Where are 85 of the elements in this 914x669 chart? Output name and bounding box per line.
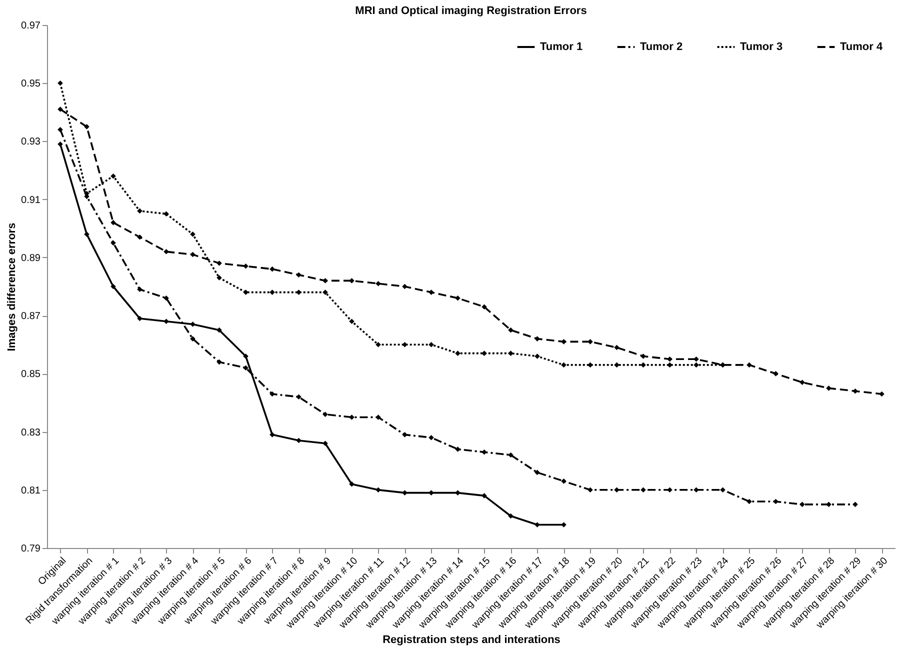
point (455, 350, 460, 356)
legend-label: Tumor 4 (840, 41, 884, 53)
point (402, 342, 408, 348)
point (58, 106, 63, 112)
point (58, 141, 63, 147)
point (561, 522, 566, 528)
point (800, 380, 805, 386)
point (296, 290, 302, 295)
point (534, 354, 540, 359)
y-axis-title: Images difference errors (6, 222, 18, 352)
point (58, 80, 63, 86)
legend-label: Tumor 1 (540, 41, 583, 53)
y-tick-label: 0.93 (21, 136, 41, 148)
point (190, 322, 196, 327)
point (720, 487, 726, 493)
point (428, 290, 434, 295)
point (190, 336, 196, 342)
legend-label: Tumor 2 (640, 41, 683, 53)
point (534, 522, 540, 528)
point (243, 365, 248, 370)
point (216, 275, 222, 280)
point (84, 232, 90, 237)
point (84, 124, 90, 130)
legend-label: Tumor 3 (740, 41, 783, 53)
x-axis-title: Registration steps and interations (382, 634, 560, 646)
point (349, 414, 354, 420)
point (322, 412, 328, 417)
point (137, 234, 142, 240)
y-tick-label: 0.91 (21, 194, 41, 206)
point (402, 432, 408, 438)
point (482, 304, 487, 310)
point (296, 272, 302, 278)
point (190, 232, 196, 237)
y-tick-label: 0.87 (21, 311, 41, 322)
point (455, 490, 460, 496)
point (243, 354, 248, 359)
point (376, 342, 381, 348)
y-tick-label: 0.79 (21, 544, 41, 554)
point (508, 350, 514, 356)
chart-title: MRI and Optical imaging Registration Errors (355, 5, 587, 17)
y-tick-label: 0.89 (21, 252, 41, 264)
point (534, 336, 540, 342)
point (270, 290, 275, 295)
point (376, 414, 381, 420)
point (455, 446, 460, 452)
point (482, 449, 487, 455)
point (243, 290, 248, 295)
point (376, 487, 381, 493)
y-tick-label: 0.81 (21, 485, 41, 496)
point (164, 318, 169, 324)
point (588, 339, 593, 344)
point (270, 432, 275, 438)
point (588, 487, 593, 493)
y-tick-label: 0.97 (21, 20, 41, 32)
point (482, 493, 487, 498)
point (164, 248, 169, 254)
point (137, 286, 142, 292)
point (640, 354, 646, 359)
point (455, 295, 460, 301)
point (614, 487, 620, 493)
point (164, 211, 169, 217)
point (322, 290, 328, 295)
point (428, 490, 434, 496)
point (349, 318, 354, 324)
y-tick-label: 0.95 (21, 78, 41, 90)
point (720, 362, 726, 368)
point (694, 487, 699, 493)
point (561, 339, 566, 344)
y-tick-label: 0.85 (21, 369, 41, 380)
point (243, 264, 248, 269)
point (640, 487, 646, 493)
point (164, 295, 169, 301)
point (402, 490, 408, 496)
point (773, 371, 778, 376)
point (428, 342, 434, 348)
point (667, 487, 672, 493)
point (667, 356, 672, 362)
y-tick-label: 0.83 (21, 427, 41, 438)
point (322, 278, 328, 284)
point (694, 356, 699, 362)
point (482, 350, 487, 356)
point (216, 260, 222, 266)
point (561, 478, 566, 484)
point (826, 386, 832, 391)
point (349, 278, 354, 284)
